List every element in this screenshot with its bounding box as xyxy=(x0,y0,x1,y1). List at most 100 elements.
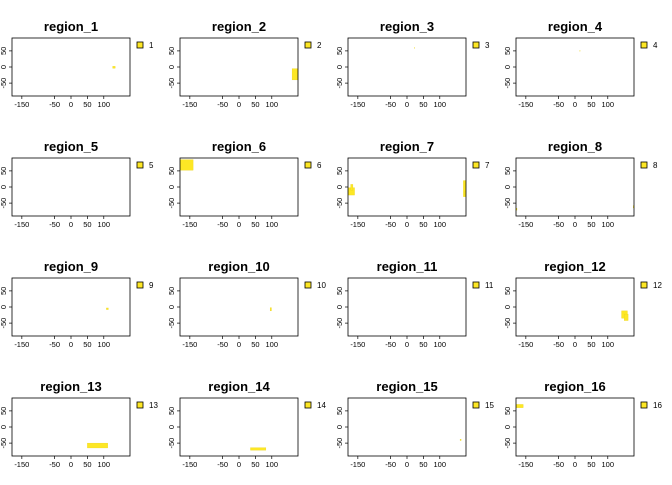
x-tick-label: 100 xyxy=(98,340,111,349)
x-tick-label: -50 xyxy=(217,220,228,229)
x-tick-label: 0 xyxy=(237,340,241,349)
legend-label: 9 xyxy=(149,281,154,290)
x-tick-label: 100 xyxy=(434,220,447,229)
y-tick-label: 0 xyxy=(167,185,176,189)
plot-frame xyxy=(179,157,299,217)
x-tick-label: -150 xyxy=(350,220,365,229)
map-panel-1: region_1 -150 -50 0 50 100 50 0 -50 1 xyxy=(0,19,154,109)
y-tick-label: -50 xyxy=(167,318,176,329)
x-tick-label: 0 xyxy=(237,100,241,109)
y-tick-label: 0 xyxy=(335,425,344,429)
legend-label: 1 xyxy=(149,41,154,50)
x-tick-label: -150 xyxy=(518,220,533,229)
x-tick-label: -150 xyxy=(518,460,533,469)
panel-shapes xyxy=(459,439,462,441)
x-tick-label: 50 xyxy=(251,340,259,349)
map-panel-10: region_10 -150 -50 0 50 100 50 0 -50 10 xyxy=(167,259,326,349)
plot-frame xyxy=(515,397,635,457)
y-tick-label: 50 xyxy=(0,167,8,175)
y-tick-label: -50 xyxy=(335,318,344,329)
y-tick-label: 0 xyxy=(503,185,512,189)
plot-frame xyxy=(515,277,635,337)
x-tick-label: 100 xyxy=(602,220,615,229)
y-tick-label: 0 xyxy=(335,65,344,69)
y-tick-label: 0 xyxy=(167,425,176,429)
y-tick-label: 0 xyxy=(503,425,512,429)
y-tick-label: 50 xyxy=(503,47,512,55)
panel-title: region_3 xyxy=(380,19,434,34)
region-shape xyxy=(180,159,194,171)
x-tick-label: 0 xyxy=(69,340,73,349)
region-shape xyxy=(463,180,466,197)
legend-label: 6 xyxy=(317,161,322,170)
x-tick-label: 0 xyxy=(573,220,577,229)
y-tick-label: 0 xyxy=(167,65,176,69)
legend-key xyxy=(136,281,144,289)
x-tick-label: -150 xyxy=(182,220,197,229)
y-tick-label: 50 xyxy=(335,407,344,415)
x-tick-label: 0 xyxy=(237,220,241,229)
x-tick-label: 100 xyxy=(98,220,111,229)
legend-label: 14 xyxy=(317,401,326,410)
y-tick-label: -50 xyxy=(503,318,512,329)
legend-key xyxy=(304,401,312,409)
x-tick-label: 50 xyxy=(419,460,427,469)
x-tick-label: -150 xyxy=(182,100,197,109)
x-tick-label: 0 xyxy=(405,100,409,109)
x-tick-label: -50 xyxy=(49,100,60,109)
y-tick-label: 0 xyxy=(0,305,8,309)
x-tick-label: -50 xyxy=(553,460,564,469)
plot-frame xyxy=(179,37,299,97)
x-tick-label: 0 xyxy=(573,340,577,349)
x-tick-label: -150 xyxy=(14,460,29,469)
plot-frame xyxy=(515,37,635,97)
y-tick-label: 0 xyxy=(335,305,344,309)
region-shape xyxy=(350,184,354,191)
map-panel-11: region_11 -150 -50 0 50 100 50 0 -50 11 xyxy=(335,259,494,349)
y-tick-label: 50 xyxy=(503,167,512,175)
legend-label: 13 xyxy=(149,401,158,410)
x-tick-label: -50 xyxy=(553,220,564,229)
x-tick-label: 50 xyxy=(419,220,427,229)
region-shape xyxy=(624,313,629,321)
x-tick-label: 100 xyxy=(266,220,279,229)
map-panel-9: region_9 -150 -50 0 50 100 50 0 -50 9 xyxy=(0,259,154,349)
legend-key xyxy=(472,281,480,289)
x-tick-label: 100 xyxy=(434,460,447,469)
legend-label: 16 xyxy=(653,401,662,410)
plot-frame xyxy=(179,397,299,457)
x-tick-label: 50 xyxy=(587,100,595,109)
x-tick-label: 100 xyxy=(266,340,279,349)
map-panel-7: region_7 -150 -50 0 50 100 50 0 -50 7 xyxy=(335,139,490,229)
x-tick-label: 50 xyxy=(587,220,595,229)
region-shape xyxy=(516,404,524,408)
panel-title: region_4 xyxy=(548,19,603,34)
x-tick-label: 50 xyxy=(251,460,259,469)
x-tick-label: -150 xyxy=(14,340,29,349)
legend-key xyxy=(640,401,648,409)
y-tick-label: -50 xyxy=(167,198,176,209)
x-tick-label: 0 xyxy=(405,460,409,469)
region-shape xyxy=(106,307,109,310)
x-tick-label: -50 xyxy=(217,340,228,349)
x-tick-label: -150 xyxy=(518,340,533,349)
panel-shapes xyxy=(348,180,466,197)
y-tick-label: -50 xyxy=(0,78,8,89)
x-tick-label: 100 xyxy=(602,460,615,469)
panel-shapes xyxy=(106,307,109,310)
legend-key xyxy=(136,41,144,49)
panel-title: region_8 xyxy=(548,139,602,154)
x-tick-label: -50 xyxy=(553,340,564,349)
y-tick-label: -50 xyxy=(0,438,8,449)
x-tick-label: 50 xyxy=(251,220,259,229)
y-tick-label: 0 xyxy=(0,65,8,69)
y-tick-label: 0 xyxy=(503,305,512,309)
x-tick-label: 0 xyxy=(69,220,73,229)
panel-shapes xyxy=(516,205,634,211)
map-panel-2: region_2 -150 -50 0 50 100 50 0 -50 2 xyxy=(167,19,322,109)
y-tick-label: -50 xyxy=(503,198,512,209)
y-tick-label: -50 xyxy=(0,318,8,329)
legend-label: 4 xyxy=(653,41,658,50)
y-tick-label: -50 xyxy=(503,78,512,89)
plot-frame xyxy=(347,277,467,337)
